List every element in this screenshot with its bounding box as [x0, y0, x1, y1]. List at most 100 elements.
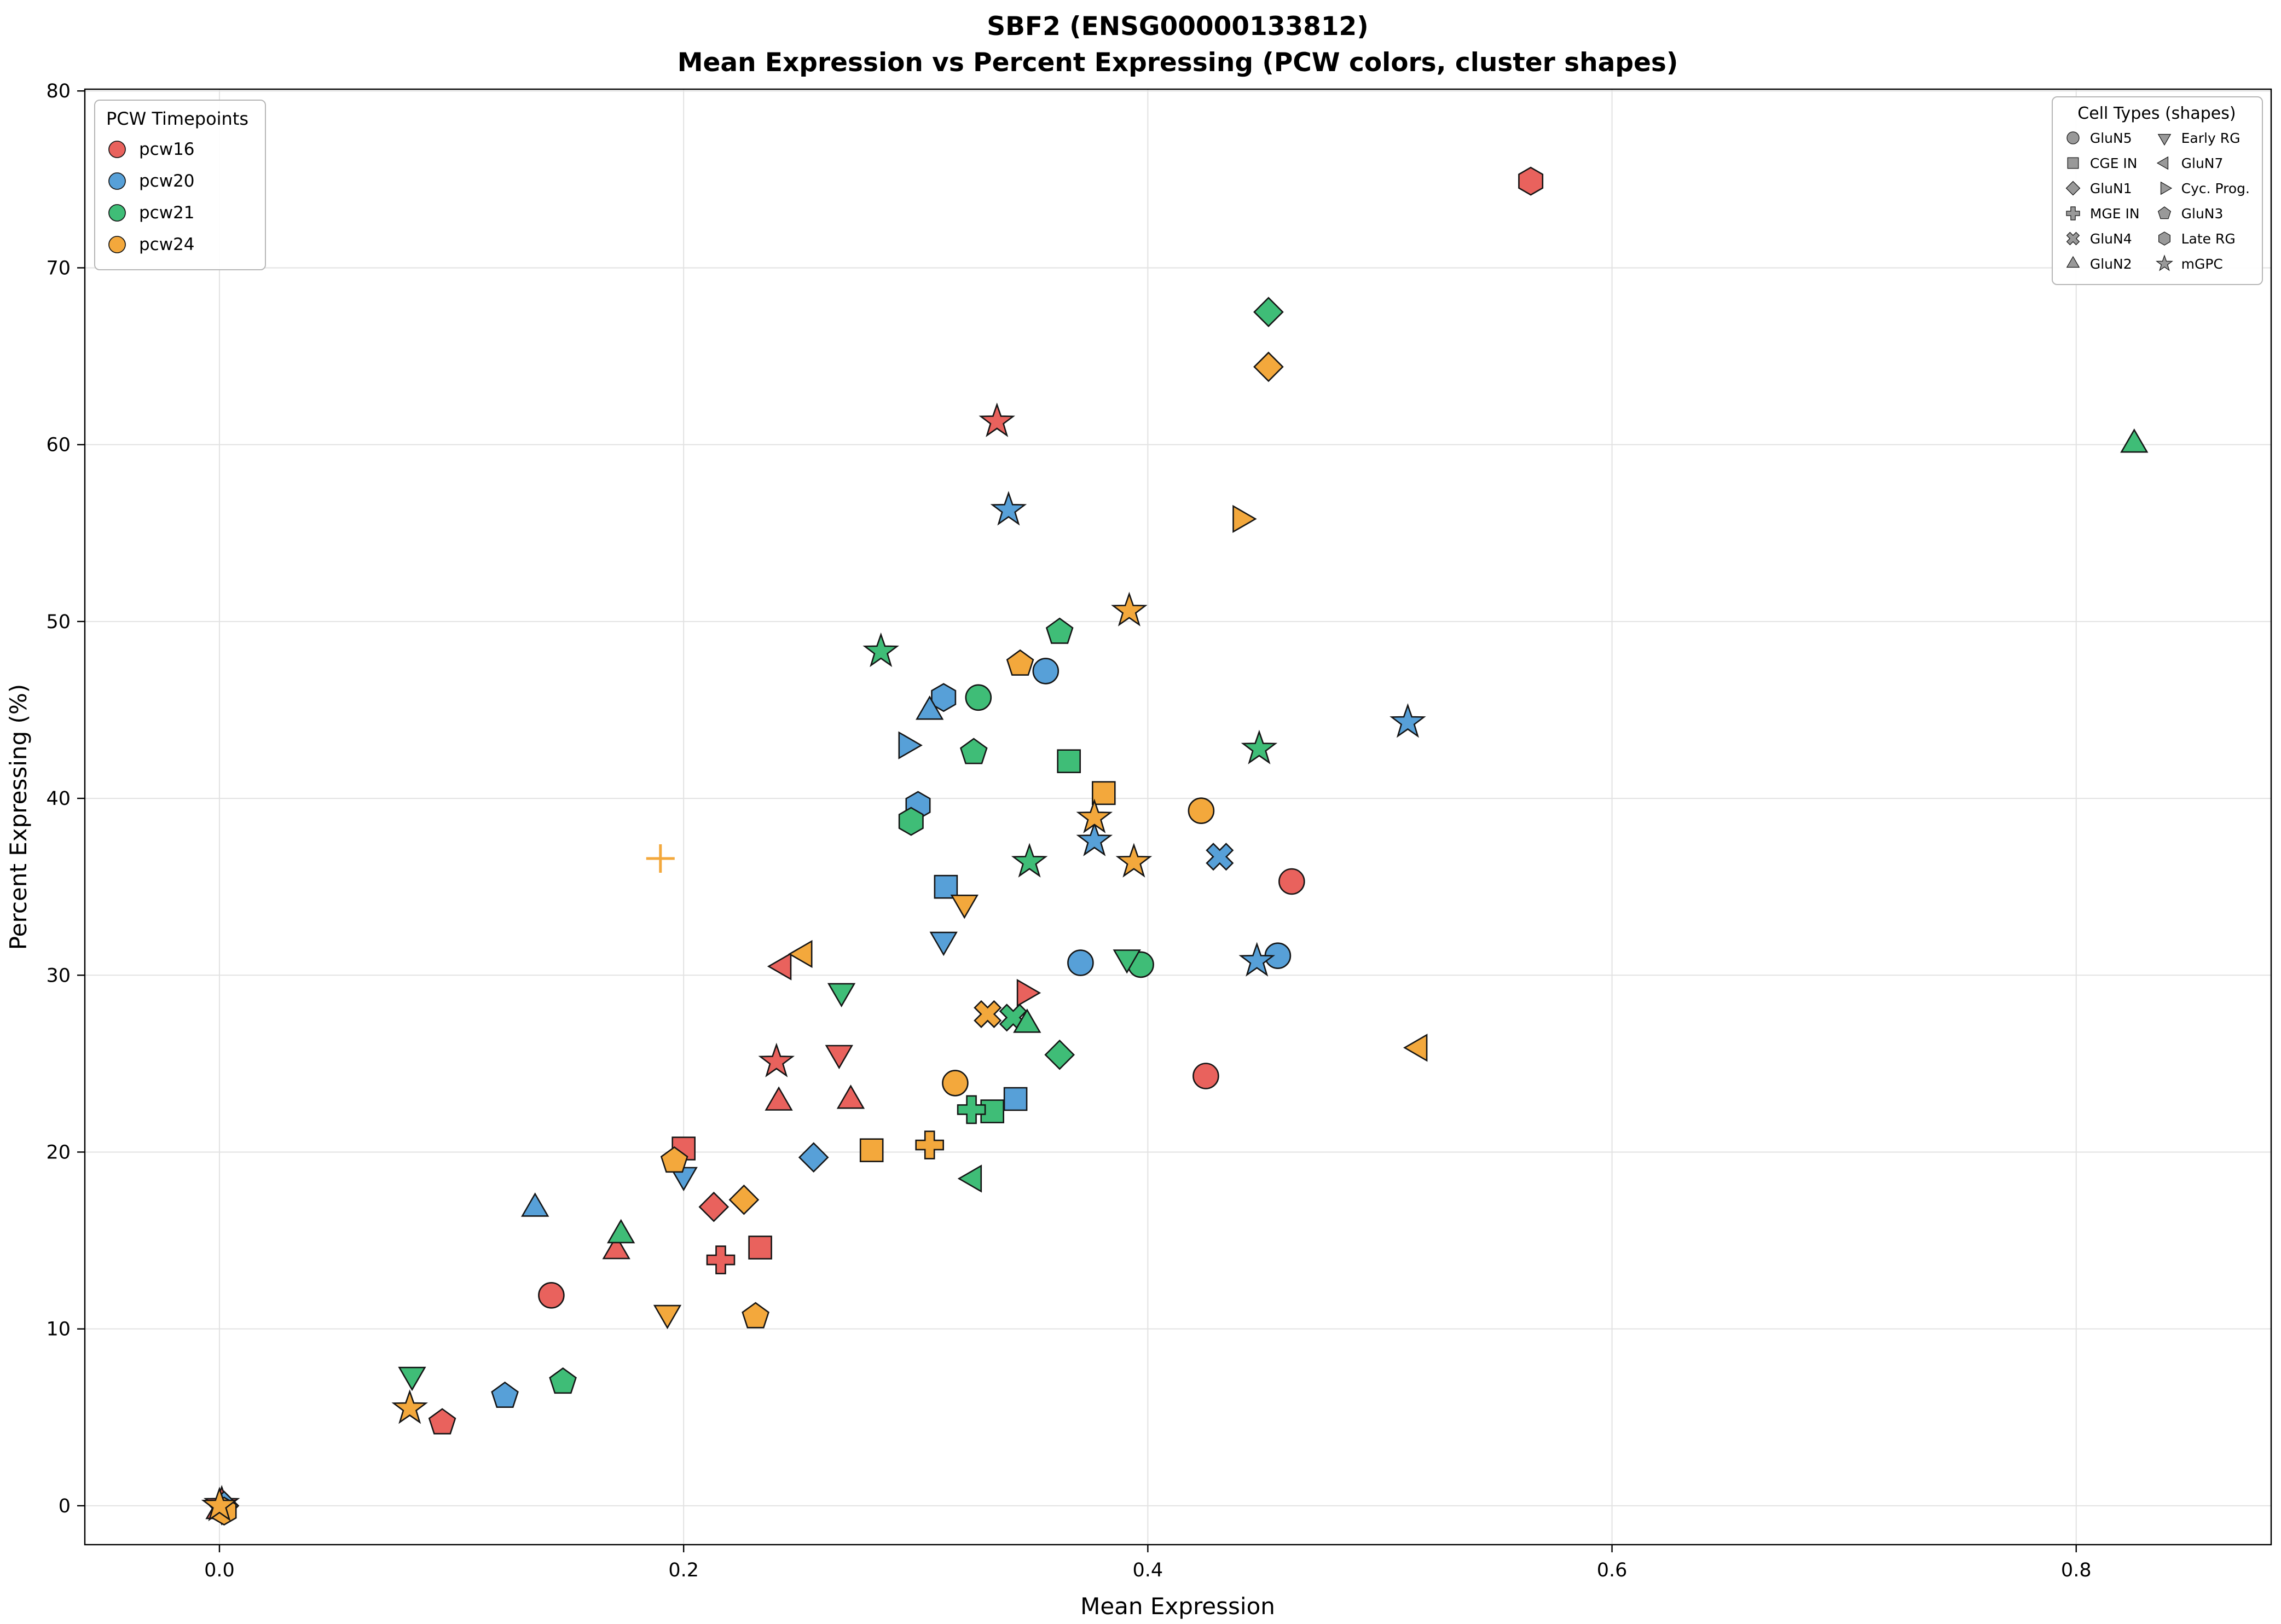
y-tick-label: 0 [59, 1495, 71, 1517]
scatter-point-pcw20-triangle-right [898, 731, 923, 759]
legend-shape-item-label: CGE IN [2089, 155, 2138, 171]
legend-shape-item-glun7: GluN7 [2155, 150, 2250, 176]
scatter-point-pcw16-diamond [698, 1191, 730, 1222]
y-tick-label: 80 [46, 80, 71, 102]
axes: 0.0 0.2 0.4 0.6 0.8 0 10 20 30 40 50 60 70 80 [46, 80, 2272, 1581]
legend-pcw-item-pcw20: pcw20 [106, 165, 248, 197]
scatter-point-pcw20-star [1390, 703, 1426, 738]
diamond-icon [2065, 181, 2081, 196]
scatter-point-pcw16-plus [706, 1245, 736, 1274]
scatter-point-pcw24-pentagon [660, 1146, 688, 1173]
legend-shape-item-label: GluN3 [2181, 205, 2224, 222]
scatter-point-pcw21-star [1011, 843, 1048, 878]
x-axis-label: Mean Expression [1080, 1593, 1275, 1620]
scatter-point-pcw21-star [862, 632, 899, 668]
scatter-point-pcw16-triangle-left [767, 952, 792, 981]
legend-shape-item-glun5: GluN5 [2064, 125, 2140, 150]
scatter-point-pcw24-square [859, 1138, 884, 1162]
scatter-point-pcw24-diamond [728, 1184, 760, 1215]
circle-icon [108, 141, 126, 158]
legend-shape-item-early-rg: Early RG [2155, 125, 2250, 150]
scatter-point-pcw20-diamond [798, 1142, 829, 1173]
x-tick-label: 0.2 [668, 1559, 699, 1581]
scatter-point-pcw24-diamond [1253, 351, 1284, 382]
legend-pcw-item-pcw21: pcw21 [106, 197, 248, 229]
scatter-point-pcw24-square [1092, 781, 1116, 805]
legend-shape-item-label: GluN1 [2089, 180, 2132, 196]
scatter-point-pcw16-triangle-right [1016, 978, 1041, 1007]
scatter-point-pcw20-triangle-up [916, 695, 944, 720]
legend-shape-item-glun3: GluN3 [2155, 201, 2250, 226]
scatter-point-pcw20-circle [1032, 658, 1060, 685]
legend-shape-item-glun1: GluN1 [2064, 176, 2140, 201]
scatter-point-pcw24-star [1111, 591, 1148, 627]
scatter-point-pcw24-plus-thin [646, 844, 675, 873]
legend-shapes: Cell Types (shapes) GluN5 CGE IN GluN1 MGE … [2051, 96, 2263, 285]
triangle-up-icon [2066, 256, 2080, 268]
grid [85, 89, 2271, 1545]
x-icon [2066, 231, 2080, 246]
scatter-point-pcw21-circle [965, 684, 992, 711]
scatter-point-pcw21-square [1057, 749, 1081, 773]
scatter-point-pcw21-triangle-down [1113, 949, 1141, 974]
legend-shape-item-glun4: GluN4 [2064, 226, 2140, 251]
scatter-point-pcw24-star [391, 1389, 428, 1424]
legend-shape-item-label: MGE IN [2089, 205, 2140, 222]
scatter-point-pcw16-circle [1192, 1063, 1219, 1089]
legend-shape-item-label: Early RG [2181, 130, 2241, 146]
legend-shape-item-late-rg: Late RG [2155, 226, 2250, 251]
x-tick-label: 0.8 [2061, 1559, 2092, 1581]
scatter-point-pcw20-square [934, 874, 958, 899]
y-tick-label: 50 [46, 611, 71, 633]
scatter-point-pcw24-triangle-right [1232, 504, 1257, 533]
circle-icon [108, 204, 126, 222]
legend-shape-item-label: GluN2 [2089, 256, 2132, 272]
circle-icon [108, 172, 126, 190]
legend-shape-item-mge-in: MGE IN [2064, 201, 2140, 226]
triangle-left-icon [2156, 156, 2168, 170]
y-axis-label: Percent Expressing (%) [5, 684, 32, 950]
scatter-point-pcw24-circle [1188, 797, 1215, 824]
y-tick-label: 10 [46, 1319, 71, 1341]
chart-title: SBF2 (ENSG00000133812) [987, 11, 1368, 42]
scatter-point-pcw16-star [758, 1042, 795, 1077]
scatter-point-pcw24-star [201, 1486, 238, 1522]
scatter-point-pcw21-diamond [1253, 297, 1284, 328]
scatter-point-pcw20-hexagon [931, 683, 957, 712]
x-tick-label: 0.0 [204, 1559, 235, 1581]
scatter-point-pcw24-pentagon [1006, 649, 1034, 676]
square-icon [2067, 157, 2079, 169]
legend-pcw-item-pcw16: pcw16 [106, 134, 248, 165]
y-tick-label: 70 [46, 257, 71, 279]
scatter-point-pcw21-pentagon [1045, 617, 1074, 644]
star-icon [2155, 254, 2173, 271]
legend-shape-item-label: GluN5 [2089, 130, 2132, 146]
legend-shape-item-label: GluN7 [2181, 155, 2224, 171]
scatter-point-pcw24-star [1076, 798, 1113, 833]
scatter-point-pcw20-star [1076, 821, 1113, 856]
scatter-point-pcw21-star [1241, 729, 1278, 764]
scatter-point-pcw20-star [990, 491, 1027, 526]
scatter-point-pcw16-star [979, 402, 1015, 437]
x-tick-label: 0.6 [1597, 1559, 1628, 1581]
legend-pcw-items: pcw16 pcw20 pcw21 pcw24 [106, 134, 248, 260]
scatter-point-pcw21-triangle-down [398, 1366, 426, 1391]
triangle-down-icon [2157, 134, 2171, 146]
y-tick-label: 40 [46, 788, 71, 810]
scatter-point-pcw20-square [1003, 1087, 1028, 1111]
legend-pcw-item-label: pcw21 [139, 203, 195, 223]
scatter-point-pcw16-triangle-down [825, 1045, 853, 1070]
scatter-point-pcw24-pentagon [742, 1302, 769, 1329]
legend-shape-item-label: Cyc. Prog. [2181, 180, 2250, 196]
scatter-point-pcw24-circle [942, 1070, 969, 1097]
scatter-point-pcw20-triangle-up [521, 1192, 549, 1217]
legend-shape-item-label: mGPC [2181, 256, 2223, 272]
scatter-point-pcw21-triangle-up [607, 1219, 635, 1244]
scatter-point-pcw21-hexagon [898, 807, 924, 836]
legend-shape-item-cge-in: CGE IN [2064, 150, 2140, 176]
legend-shape-item-label: Late RG [2181, 230, 2236, 247]
scatter-points [201, 166, 2149, 1526]
scatter-point-pcw24-x [974, 1000, 1002, 1028]
circle-icon [2066, 131, 2080, 144]
scatter-point-pcw24-triangle-left [1403, 1034, 1428, 1062]
